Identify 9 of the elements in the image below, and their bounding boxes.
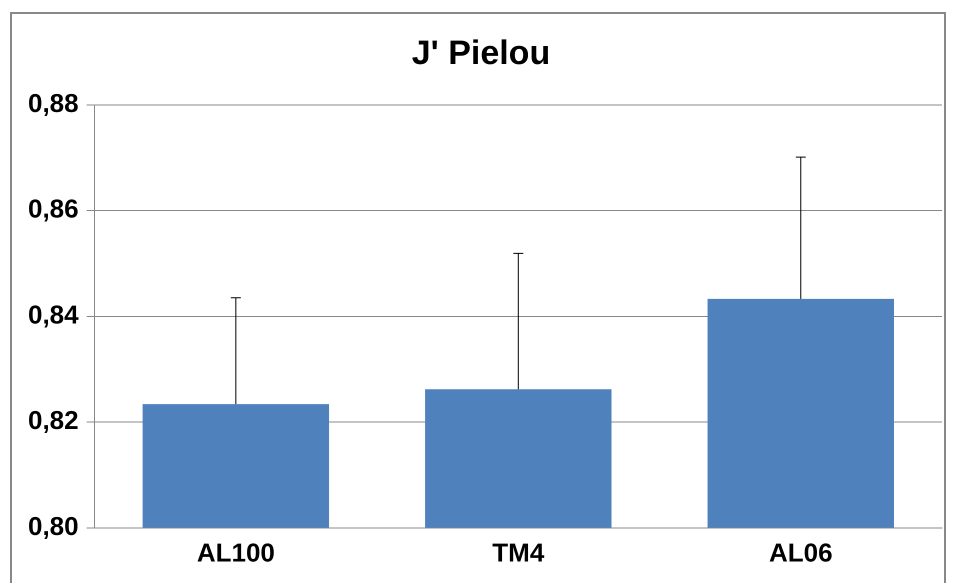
y-tick-label: 0,80 bbox=[28, 510, 79, 541]
y-tick-label: 0,86 bbox=[28, 194, 79, 224]
y-tick-label: 0,88 bbox=[28, 88, 79, 118]
y-tick-label: 0,84 bbox=[28, 299, 80, 330]
x-tick-label: TM4 bbox=[492, 538, 545, 568]
x-tick-label: AL100 bbox=[196, 538, 275, 568]
x-tick-label: AL06 bbox=[768, 538, 833, 568]
chart-title: J' Pielou bbox=[412, 34, 550, 72]
y-tick-label: 0,82 bbox=[28, 405, 79, 436]
